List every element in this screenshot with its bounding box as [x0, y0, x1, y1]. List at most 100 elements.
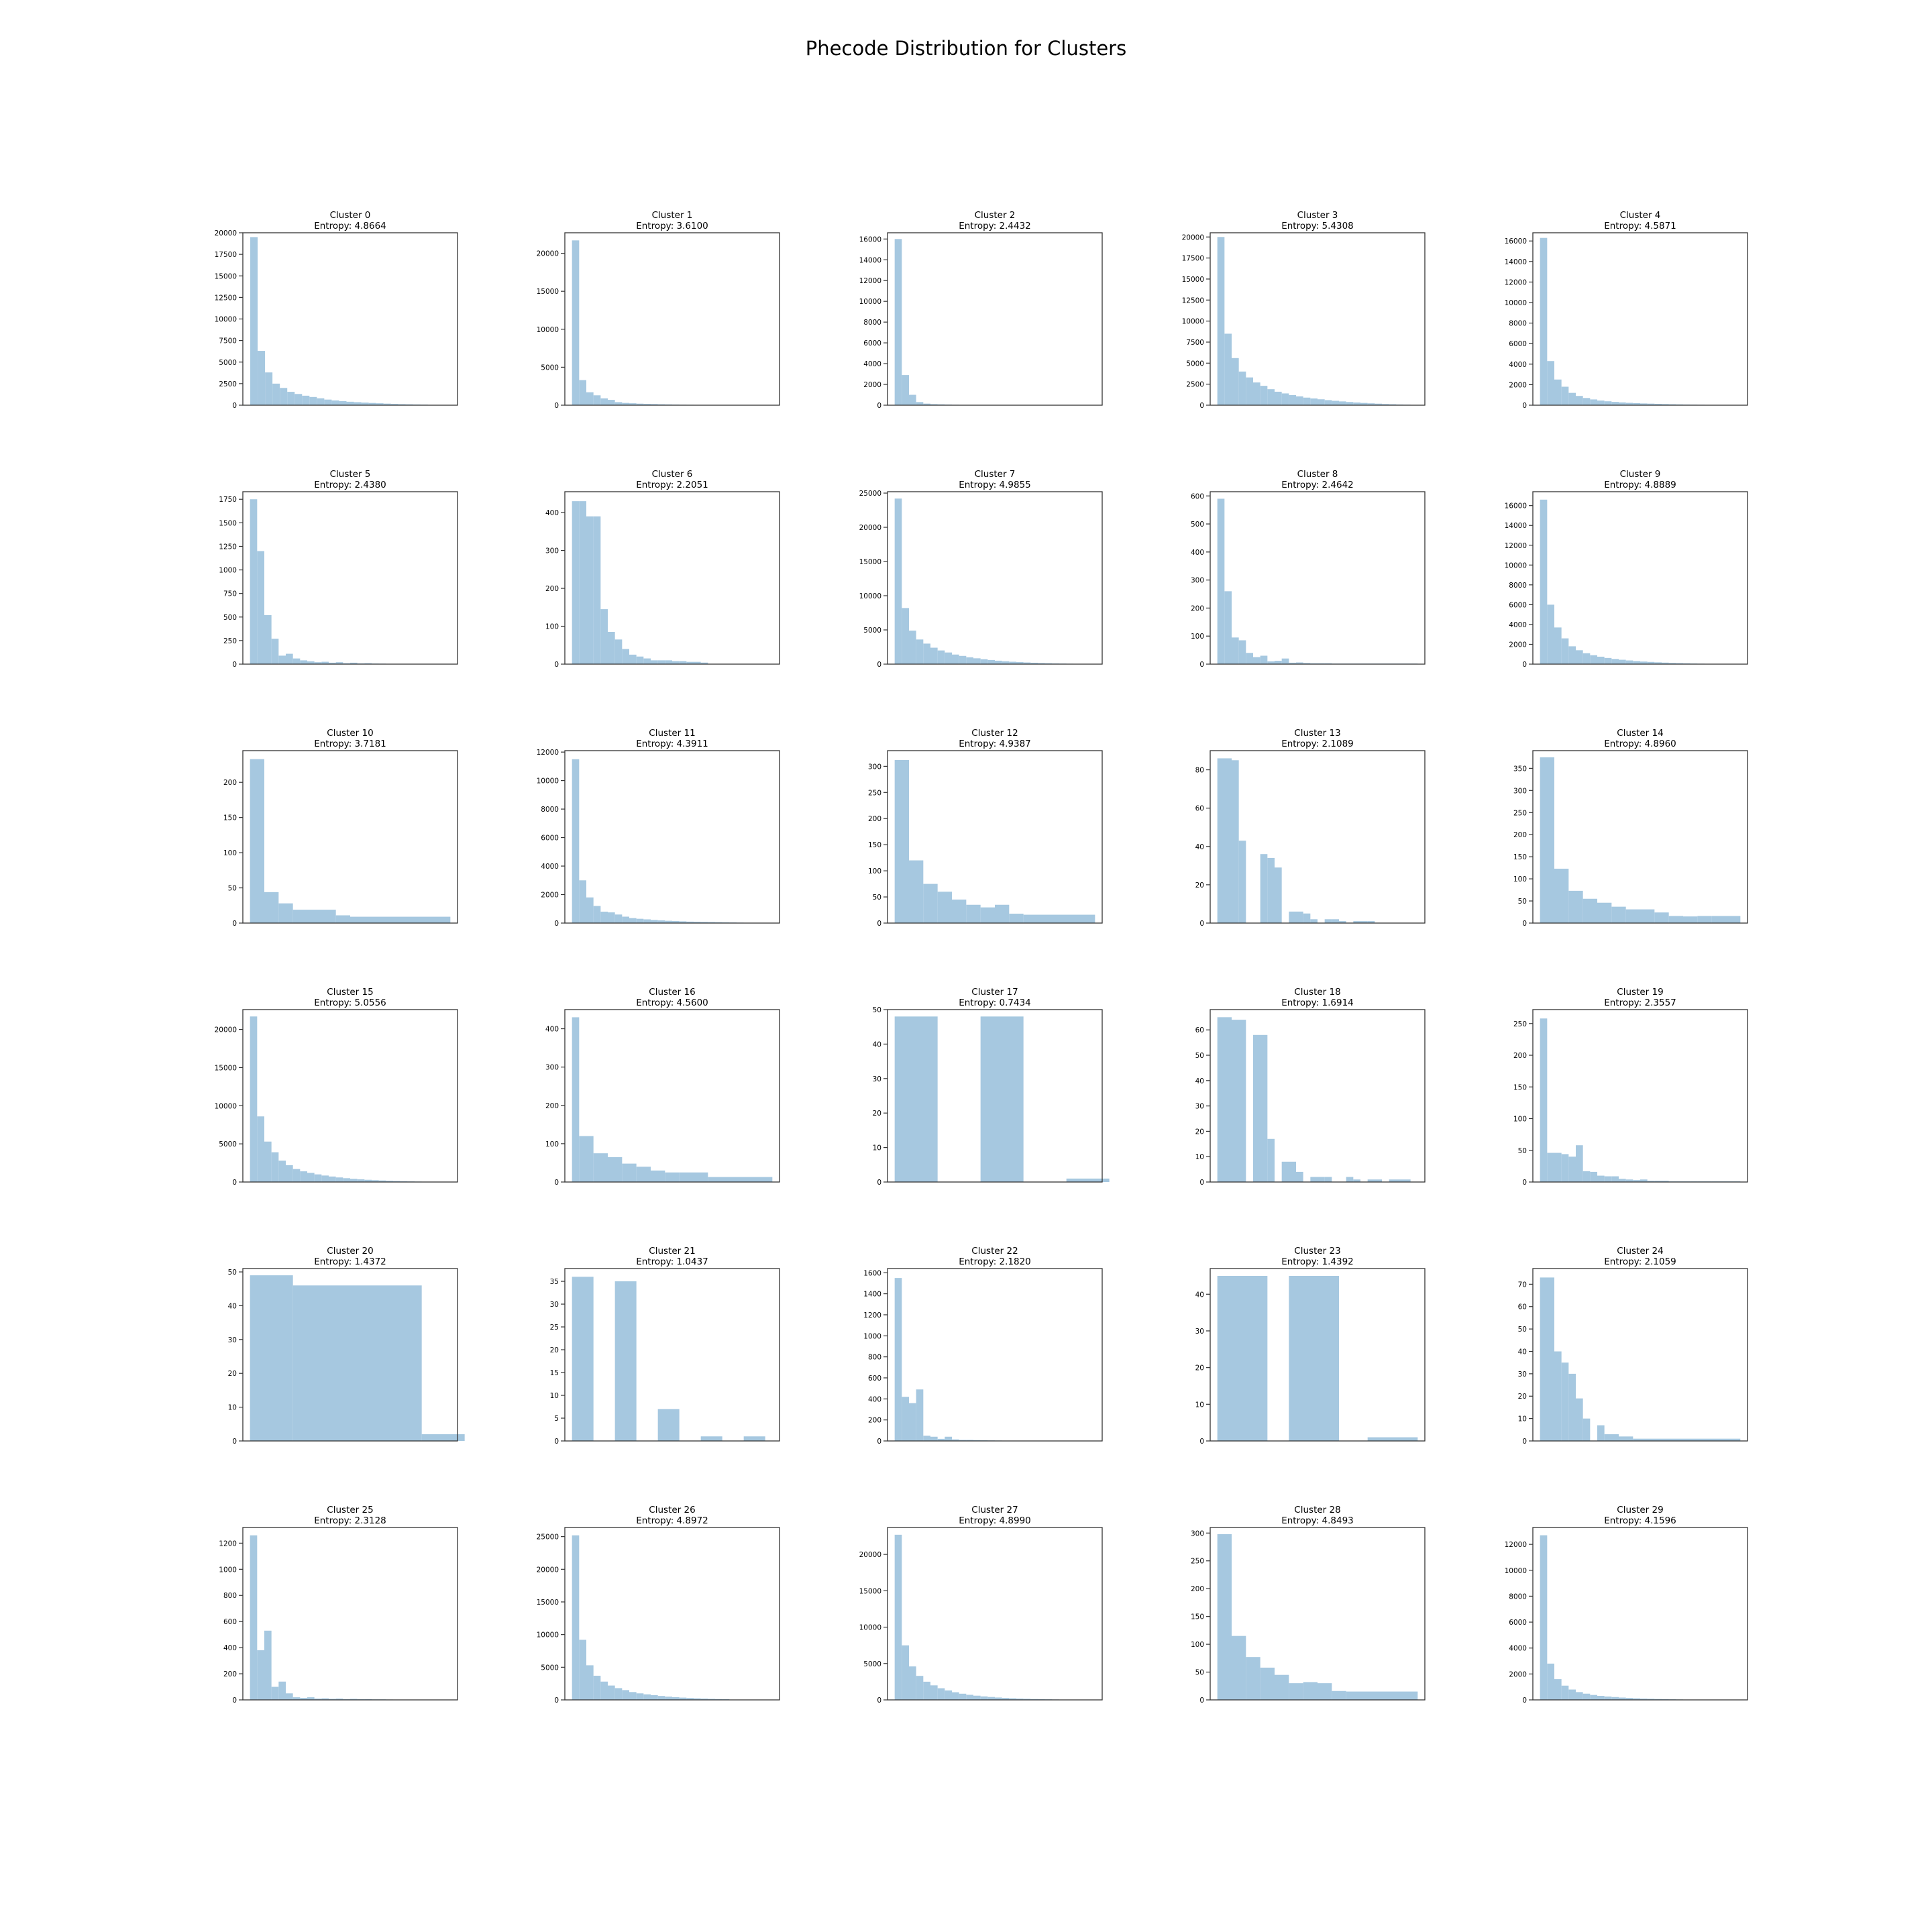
- histogram-bar: [636, 1693, 644, 1700]
- y-tick-label: 300: [545, 1064, 559, 1072]
- y-tick-label: 0: [554, 661, 559, 669]
- axes-frame: [564, 1009, 780, 1183]
- y-tick-label: 250: [1513, 809, 1527, 817]
- histogram-bar: [1568, 646, 1576, 664]
- panel-entropy: Entropy: 3.7181: [314, 739, 386, 749]
- y-tick-label: 200: [1191, 604, 1204, 612]
- histogram-bar: [250, 1275, 293, 1441]
- y-tick-label: 2000: [1509, 1670, 1527, 1678]
- histogram-bar: [1554, 1351, 1562, 1441]
- histogram-bar: [1232, 1635, 1246, 1700]
- histogram-bar: [372, 1180, 379, 1182]
- histogram-bar: [1654, 1181, 1662, 1182]
- histogram-bar: [743, 1436, 765, 1441]
- y-tick-label: 10: [228, 1404, 237, 1412]
- panel-entropy: Entropy: 4.8664: [314, 221, 386, 231]
- histogram-bar: [1232, 760, 1239, 923]
- histogram-bar: [959, 1440, 967, 1441]
- y-tick-label: 0: [232, 661, 237, 669]
- histogram-bar: [1346, 1177, 1354, 1182]
- y-tick-label: 16000: [859, 235, 881, 244]
- histogram-bar: [1260, 1667, 1275, 1700]
- histogram-bar: [894, 498, 902, 664]
- histogram-bar: [1633, 1698, 1640, 1700]
- axes-frame: [1532, 1527, 1748, 1701]
- histogram-bar: [1554, 627, 1562, 664]
- panel-entropy: Entropy: 2.3128: [314, 1515, 386, 1526]
- panel-title: Cluster 9: [1620, 469, 1661, 480]
- histogram-bar: [1332, 919, 1339, 923]
- y-tick-label: 30: [1195, 1103, 1204, 1111]
- y-tick-label: 1400: [863, 1291, 881, 1299]
- histogram-bar: [1619, 659, 1626, 664]
- histogram-bar: [586, 392, 594, 405]
- histogram-bar: [292, 1169, 301, 1182]
- histogram-bar: [1296, 662, 1303, 664]
- histogram-bar: [622, 916, 629, 923]
- histogram-bar: [672, 921, 680, 923]
- y-tick-label: 0: [877, 402, 881, 410]
- y-tick-label: 12000: [1505, 1541, 1527, 1549]
- histogram-bar: [272, 383, 280, 405]
- histogram-bar: [1554, 868, 1569, 923]
- histogram-bar: [579, 1640, 586, 1700]
- histogram-bar: [909, 860, 924, 923]
- histogram-bar: [264, 1141, 272, 1182]
- panel-entropy: Entropy: 4.5600: [636, 998, 708, 1008]
- histogram-bar: [622, 1163, 637, 1182]
- axes-frame: [1532, 232, 1748, 406]
- histogram-bar: [1554, 379, 1562, 405]
- histogram-bar: [1267, 1138, 1275, 1182]
- y-tick-label: 40: [1518, 1348, 1527, 1356]
- y-tick-label: 0: [554, 1438, 559, 1446]
- y-tick-label: 250: [1513, 1020, 1527, 1028]
- histogram-bar: [1260, 854, 1268, 923]
- y-tick-label: 15000: [859, 1587, 881, 1595]
- histogram-bar: [1224, 591, 1232, 664]
- histogram-bar: [286, 1165, 293, 1182]
- histogram-bar: [1346, 1691, 1418, 1700]
- histogram-bar: [643, 919, 651, 923]
- histogram-bar: [1281, 658, 1289, 664]
- histogram-bar: [657, 920, 665, 923]
- histogram-panels: 02500500075001000012500150001750020000Cl…: [215, 210, 1748, 1705]
- histogram-bar: [1353, 1179, 1360, 1182]
- y-tick-label: 0: [877, 1697, 881, 1705]
- y-tick-label: 12000: [1505, 278, 1527, 286]
- histogram-bar: [700, 1699, 708, 1700]
- histogram-bar: [1625, 660, 1633, 664]
- histogram-bar: [643, 658, 651, 664]
- histogram-bar: [1353, 402, 1360, 405]
- y-tick-label: 6000: [1509, 1619, 1527, 1627]
- y-tick-label: 10000: [1182, 318, 1204, 326]
- axes-frame: [564, 491, 780, 665]
- histogram-bar: [916, 402, 924, 405]
- histogram-bar: [307, 1173, 315, 1182]
- histogram-bar: [1604, 1434, 1619, 1441]
- y-tick-label: 10: [1518, 1415, 1527, 1424]
- y-tick-label: 20000: [859, 524, 881, 532]
- y-tick-label: 200: [1191, 1585, 1204, 1593]
- histogram-bar: [657, 1696, 665, 1700]
- y-tick-label: 10: [550, 1392, 559, 1400]
- histogram-bar: [1303, 913, 1311, 923]
- histogram-bar: [257, 1650, 264, 1700]
- histogram-panel: 0 2000 4000 6000 8000 10000 12000 14000 16000 Clu…: [1505, 469, 1748, 669]
- y-tick-label: 0: [877, 1179, 881, 1187]
- y-tick-label: 0: [1522, 1438, 1527, 1446]
- y-tick-label: 12000: [1505, 542, 1527, 550]
- histogram-bar: [321, 661, 329, 664]
- histogram-bar: [629, 654, 637, 664]
- histogram-panel: 0 50 100 150 200 250 300 350 Cluster 14Entropy: …: [1513, 728, 1748, 928]
- histogram-bar: [1238, 640, 1246, 664]
- histogram-bar: [250, 1016, 258, 1182]
- y-tick-label: 350: [1513, 765, 1527, 773]
- histogram-bar: [614, 914, 623, 923]
- histogram-bar: [694, 922, 701, 923]
- histogram-bar: [300, 1698, 307, 1700]
- histogram-bar: [1633, 1438, 1640, 1441]
- histogram-bar: [909, 631, 916, 664]
